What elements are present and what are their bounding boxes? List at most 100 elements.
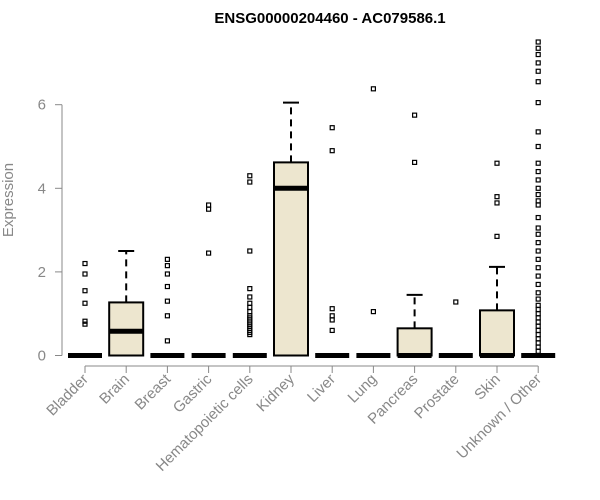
outlier-point: [535, 344, 541, 350]
outlier-point: [535, 306, 541, 313]
x-tick-label: Bladder: [43, 371, 92, 420]
y-tick-label: 4: [38, 180, 46, 197]
outlier-point: [535, 129, 541, 135]
outlier-point: [535, 315, 541, 321]
outlier-point: [206, 206, 212, 212]
box-group: [315, 125, 350, 358]
outlier-point: [535, 45, 541, 51]
outlier-point: [494, 233, 500, 239]
outlier-point: [535, 231, 541, 237]
box: [396, 327, 433, 357]
box-group: [396, 112, 433, 358]
box-group: [479, 160, 515, 358]
y-tick-label: 6: [38, 97, 46, 114]
y-tick-label: 0: [38, 348, 46, 365]
outlier-point: [82, 260, 88, 267]
plot-area: [68, 39, 556, 358]
outlier-point: [535, 273, 541, 279]
outlier-point: [82, 300, 88, 306]
outlier-point: [535, 281, 541, 288]
box-group: [191, 202, 226, 358]
box-group: [150, 256, 185, 358]
outlier-point: [247, 173, 253, 179]
y-axis: 0 2 4 6: [38, 97, 63, 365]
outlier-point: [206, 250, 212, 256]
outlier-point: [535, 185, 541, 191]
x-tick-label: Lung: [345, 371, 381, 407]
outlier-point: [535, 177, 541, 183]
outlier-point: [535, 336, 541, 342]
outlier-point: [247, 309, 253, 315]
outlier-point: [206, 202, 212, 208]
outlier-point: [82, 318, 88, 324]
outlier-point: [535, 248, 541, 254]
outlier-point: [535, 168, 541, 175]
outlier-point: [535, 225, 541, 231]
x-tick-label: Liver: [304, 371, 339, 406]
box-group: [68, 260, 102, 358]
outlier-point: [247, 300, 253, 306]
outlier-point: [535, 79, 541, 85]
outlier-point: [494, 194, 500, 200]
outlier-point: [164, 263, 170, 269]
outlier-point: [164, 271, 170, 277]
x-tick-label: Prostate: [411, 371, 463, 423]
outlier-point: [247, 304, 253, 311]
outlier-point: [535, 290, 541, 296]
x-tick-label: Brain: [96, 371, 133, 408]
outlier-point: [535, 68, 541, 74]
outlier-point: [82, 288, 88, 294]
outlier-point: [535, 51, 541, 58]
outlier-point: [164, 298, 170, 304]
outlier-point: [329, 306, 335, 312]
outlier-point: [535, 191, 541, 198]
box-group: [356, 86, 391, 358]
outlier-point: [535, 296, 541, 302]
outlier-point: [164, 338, 170, 344]
outlier-point: [164, 256, 170, 262]
outlier-point: [370, 309, 376, 315]
box: [273, 161, 309, 357]
outlier-point: [412, 159, 418, 165]
x-tick-label: Breast: [132, 370, 175, 413]
outlier-point: [329, 317, 335, 323]
outlier-point: [329, 327, 335, 334]
outlier-point: [535, 256, 541, 262]
outlier-point: [535, 198, 541, 204]
box-group: [273, 101, 309, 357]
y-tick-label: 2: [38, 264, 46, 281]
outlier-point: [329, 148, 335, 154]
outlier-point: [164, 313, 170, 319]
outlier-point: [535, 265, 541, 271]
box-group: [108, 250, 145, 357]
outlier-point: [535, 323, 541, 329]
outlier-point: [370, 86, 376, 92]
outlier-point: [247, 248, 253, 254]
outlier-point: [535, 348, 541, 354]
outlier-point: [535, 319, 541, 325]
outlier-point: [494, 200, 500, 206]
outlier-point: [535, 39, 541, 45]
y-axis-title: Expression: [0, 163, 17, 237]
outlier-point: [535, 327, 541, 334]
outlier-point: [535, 332, 541, 338]
outlier-point: [82, 321, 88, 327]
outlier-point: [329, 313, 335, 319]
outlier-point: [535, 60, 541, 66]
outlier-point: [535, 202, 541, 208]
outlier-point: [164, 283, 170, 290]
outlier-point: [247, 179, 253, 185]
outlier-point: [247, 286, 253, 292]
x-tick-label: Kidney: [253, 370, 298, 415]
outlier-point: [535, 100, 541, 106]
outlier-point: [82, 271, 88, 277]
outlier-point: [535, 240, 541, 246]
outlier-point: [535, 302, 541, 308]
x-tick-label: Skin: [471, 371, 504, 404]
outlier-point: [535, 143, 541, 150]
outlier-point: [535, 160, 541, 166]
outlier-point: [453, 299, 459, 305]
outlier-point: [412, 112, 418, 118]
box-group: [521, 39, 556, 358]
